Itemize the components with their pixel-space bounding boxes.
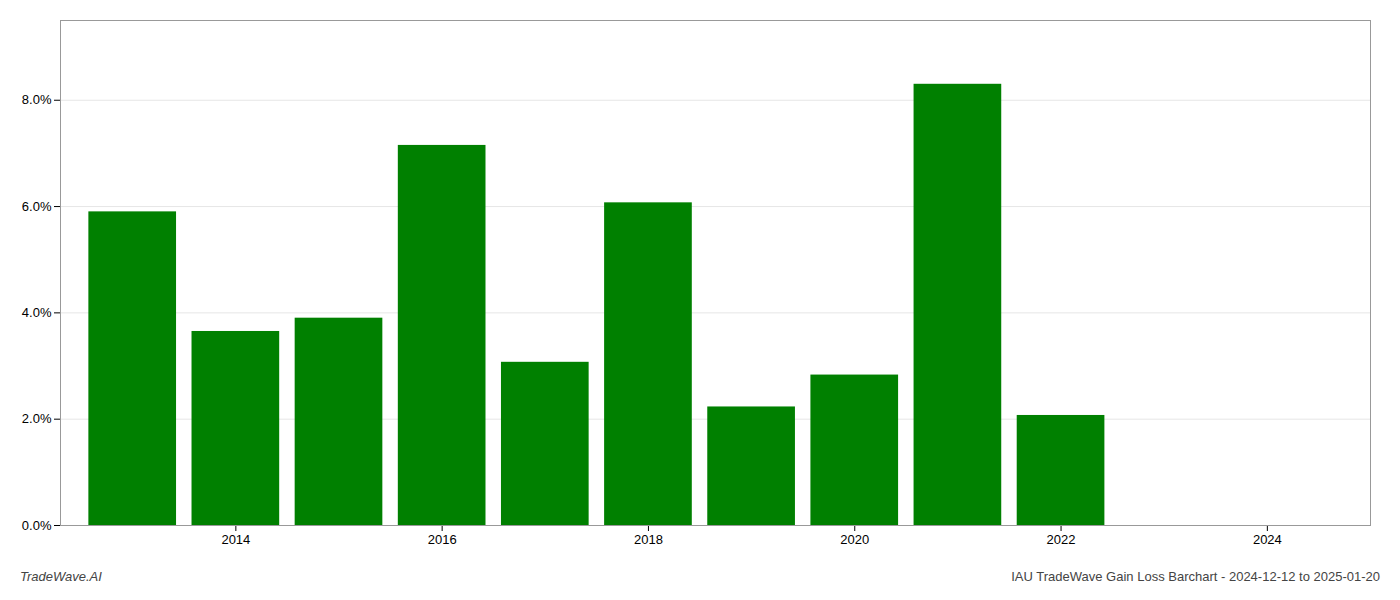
svg-text:8.0%: 8.0%	[22, 92, 52, 107]
svg-text:2024: 2024	[1253, 532, 1282, 547]
svg-text:6.0%: 6.0%	[22, 199, 52, 214]
svg-text:2020: 2020	[840, 532, 869, 547]
svg-text:2.0%: 2.0%	[22, 411, 52, 426]
svg-text:4.0%: 4.0%	[22, 305, 52, 320]
svg-text:0.0%: 0.0%	[22, 518, 52, 533]
svg-text:2014: 2014	[221, 532, 250, 547]
svg-text:2022: 2022	[1047, 532, 1076, 547]
svg-text:2016: 2016	[428, 532, 457, 547]
html-text:TradeWave.AI: TradeWave.AI	[20, 569, 102, 584]
html-text:IAU TradeWave Gain Loss Barcha: IAU TradeWave Gain Loss Barchart - 2024-…	[1011, 569, 1380, 584]
svg-text:2018: 2018	[634, 532, 663, 547]
